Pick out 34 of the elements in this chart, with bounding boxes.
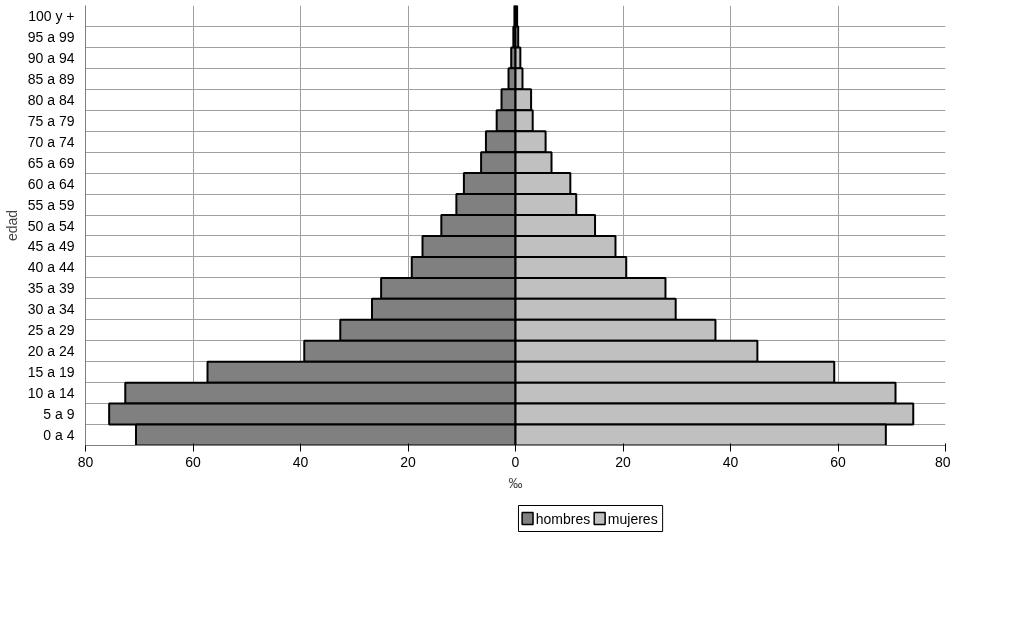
y-tick-label: 40 a 44 <box>27 259 75 276</box>
y-tick-label: 0 a 4 <box>43 427 75 444</box>
y-tick-label: 35 a 39 <box>27 280 75 297</box>
y-tick-label: 50 a 54 <box>27 217 75 234</box>
legend-label: hombres <box>535 510 591 527</box>
y-tick-label: 75 a 79 <box>27 112 75 129</box>
y-tick-label: 5 a 9 <box>43 406 75 423</box>
x-tick-label: 40 <box>722 453 739 470</box>
x-axis-title: ‰ <box>508 474 523 491</box>
y-tick-label: 90 a 94 <box>27 49 75 66</box>
y-axis-title: edad <box>3 209 20 242</box>
y-tick-label: 100 y + <box>28 7 75 24</box>
x-tick-label: 60 <box>830 453 846 470</box>
x-tick-label: 20 <box>615 453 631 470</box>
y-tick-label: 10 a 14 <box>27 385 75 402</box>
y-tick-label: 70 a 74 <box>27 133 75 150</box>
y-tick-label: 55 a 59 <box>27 196 75 213</box>
x-tick-label: 20 <box>400 453 416 470</box>
y-tick-label: 30 a 34 <box>27 301 75 318</box>
y-tick-label: 60 a 64 <box>27 175 75 192</box>
y-tick-label: 65 a 69 <box>27 154 75 171</box>
x-tick-label: 60 <box>185 453 201 470</box>
x-tick-label: 0 <box>511 453 520 470</box>
legend-label: mujeres <box>607 510 658 527</box>
y-tick-label: 15 a 19 <box>27 364 75 381</box>
y-tick-label: 25 a 29 <box>27 322 75 339</box>
x-tick-label: 80 <box>77 453 94 470</box>
y-tick-label: 45 a 49 <box>27 238 75 255</box>
y-tick-label: 95 a 99 <box>27 28 75 45</box>
y-tick-label: 85 a 89 <box>27 70 75 87</box>
x-tick-label: 80 <box>934 453 951 470</box>
x-tick-label: 40 <box>292 453 309 470</box>
y-tick-label: 20 a 24 <box>27 343 75 360</box>
y-tick-label: 80 a 84 <box>27 91 75 108</box>
